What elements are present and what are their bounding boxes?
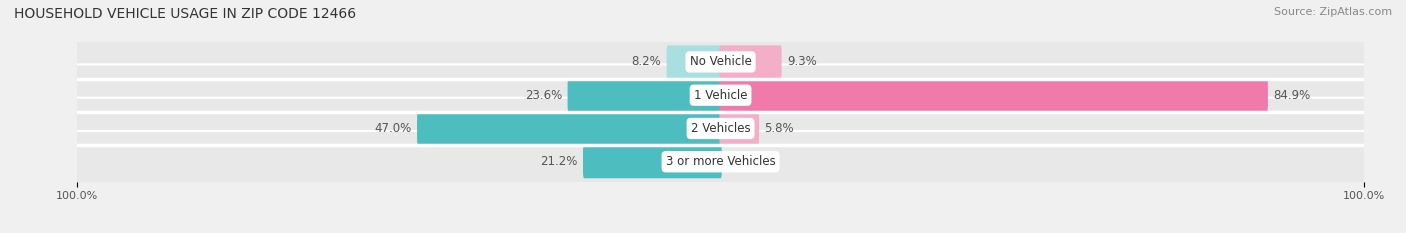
FancyBboxPatch shape: [720, 45, 782, 79]
Text: 21.2%: 21.2%: [540, 155, 578, 168]
Text: 8.2%: 8.2%: [631, 55, 661, 69]
FancyBboxPatch shape: [75, 98, 1367, 159]
Text: 3 or more Vehicles: 3 or more Vehicles: [665, 155, 776, 168]
FancyBboxPatch shape: [720, 112, 759, 145]
Text: 84.9%: 84.9%: [1272, 89, 1310, 102]
Text: 23.6%: 23.6%: [524, 89, 562, 102]
Text: 47.0%: 47.0%: [374, 122, 412, 135]
FancyBboxPatch shape: [583, 145, 721, 178]
Text: 5.8%: 5.8%: [765, 122, 794, 135]
Text: 0.0%: 0.0%: [727, 155, 756, 168]
FancyBboxPatch shape: [418, 112, 721, 145]
Text: Source: ZipAtlas.com: Source: ZipAtlas.com: [1274, 7, 1392, 17]
Text: No Vehicle: No Vehicle: [689, 55, 752, 69]
FancyBboxPatch shape: [75, 64, 1367, 126]
FancyBboxPatch shape: [75, 131, 1367, 192]
Text: HOUSEHOLD VEHICLE USAGE IN ZIP CODE 12466: HOUSEHOLD VEHICLE USAGE IN ZIP CODE 1246…: [14, 7, 356, 21]
Text: 1 Vehicle: 1 Vehicle: [693, 89, 748, 102]
FancyBboxPatch shape: [666, 45, 721, 79]
FancyBboxPatch shape: [568, 79, 721, 112]
Text: 9.3%: 9.3%: [787, 55, 817, 69]
FancyBboxPatch shape: [75, 31, 1367, 93]
FancyBboxPatch shape: [720, 79, 1268, 112]
Text: 2 Vehicles: 2 Vehicles: [690, 122, 751, 135]
